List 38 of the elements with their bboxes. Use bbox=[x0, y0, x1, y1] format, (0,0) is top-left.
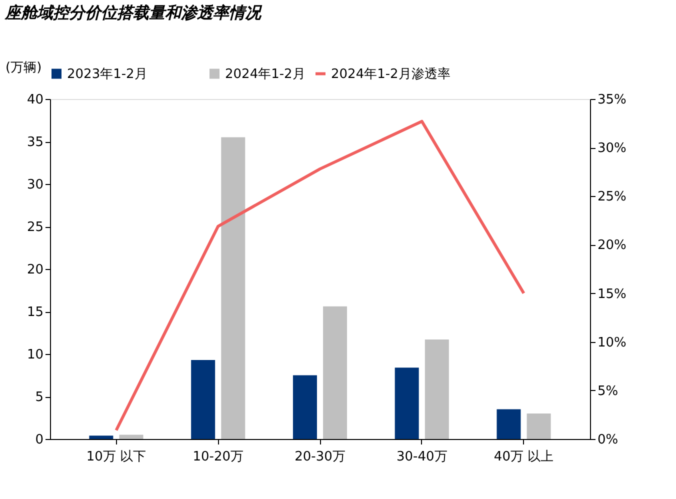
bar bbox=[191, 360, 216, 439]
y-tick-label: 20 bbox=[26, 262, 44, 278]
y2-tick-label: 20% bbox=[598, 238, 626, 254]
x-tick-label: 30-40万 bbox=[396, 450, 448, 464]
y2-tick-label: 10% bbox=[598, 335, 626, 350]
bar bbox=[221, 137, 246, 439]
legend-label: 2024年1-2月 bbox=[225, 66, 306, 82]
bar bbox=[323, 306, 348, 439]
y-tick-label: 35 bbox=[26, 135, 44, 150]
y2-tick-label: 35% bbox=[598, 92, 626, 108]
y2-tick-label: 5% bbox=[598, 384, 618, 399]
y-tick-label: 30 bbox=[26, 178, 44, 192]
y2-tick-label: 30% bbox=[598, 141, 626, 156]
y2-tick-label: 25% bbox=[598, 190, 626, 205]
y-tick-label: 5 bbox=[35, 390, 44, 405]
x-tick-label: 10万 以下 bbox=[86, 450, 146, 464]
y-tick-label: 15 bbox=[26, 305, 44, 320]
y-axis-title: (万辆) bbox=[6, 60, 42, 76]
y2-tick-label: 0% bbox=[598, 432, 618, 448]
bar bbox=[424, 340, 449, 439]
x-tick-label: 40万 以上 bbox=[494, 450, 554, 464]
x-tick-label: 10-20万 bbox=[192, 450, 244, 464]
bar bbox=[394, 368, 419, 439]
bar bbox=[292, 375, 317, 439]
x-tick-label: 20-30万 bbox=[294, 450, 346, 464]
chart-title: 座舱域控分价位搭载量和渗透率情况 bbox=[4, 3, 263, 22]
y-tick-label: 0 bbox=[35, 432, 44, 448]
line-series bbox=[114, 120, 526, 432]
bar bbox=[119, 434, 144, 439]
legend-label: 2024年1-2月渗透率 bbox=[331, 66, 450, 82]
bar bbox=[89, 436, 114, 439]
bar bbox=[526, 414, 551, 439]
legend-label: 2023年1-2月 bbox=[67, 66, 148, 82]
y2-tick-label: 15% bbox=[598, 286, 626, 302]
y-tick-label: 25 bbox=[26, 220, 44, 235]
y-tick-label: 40 bbox=[26, 92, 44, 108]
y-tick-label: 10 bbox=[26, 348, 44, 362]
bar bbox=[496, 409, 521, 439]
